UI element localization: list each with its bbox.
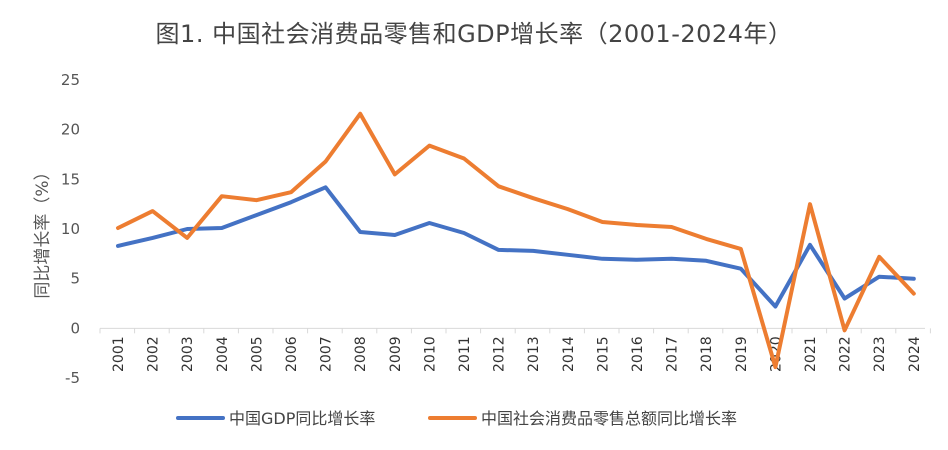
x-tick-label: 2008 <box>353 336 369 372</box>
y-axis-ticks: 25 20 15 10 5 0 -5 <box>61 71 80 387</box>
series-lines <box>116 111 916 370</box>
x-tick-label: 2018 <box>699 336 715 372</box>
x-tick-label: 2003 <box>180 336 196 372</box>
x-tick-label: 2011 <box>457 336 473 372</box>
x-tick-label: 2004 <box>215 336 231 372</box>
y-tick-label: 25 <box>61 71 80 89</box>
series-line-2 <box>116 111 916 370</box>
x-tick-label: 2021 <box>803 336 819 372</box>
x-tick-label: 2001 <box>111 336 127 372</box>
legend: 中国GDP同比增长率 中国社会消费品零售总额同比增长率 <box>176 409 737 428</box>
x-tick-label: 2015 <box>595 336 611 372</box>
x-tick-label: 2006 <box>284 336 300 372</box>
series-line-1 <box>116 185 916 309</box>
x-tick-label: 2007 <box>319 336 335 372</box>
y-tick-label: 0 <box>70 319 80 337</box>
chart-title: 图1. 中国社会消费品零售和GDP增长率（2001-2024年） <box>155 20 793 48</box>
x-tick-label: 2016 <box>630 336 646 372</box>
x-tick-label: 2017 <box>665 336 681 372</box>
x-tick-label: 2022 <box>838 336 854 372</box>
x-tick-label: 2014 <box>561 336 577 372</box>
x-tick-label: 2023 <box>872 336 888 372</box>
x-tick-label: 2009 <box>388 336 404 372</box>
y-tick-label: 20 <box>61 121 80 139</box>
x-tick-label: 2010 <box>422 336 438 372</box>
y-axis-label: 同比增长率（%） <box>33 163 53 298</box>
x-tick-label: 2002 <box>146 336 162 372</box>
y-tick-label: 15 <box>61 170 80 188</box>
legend-label: 中国GDP同比增长率 <box>229 409 375 428</box>
x-tick-label: 2012 <box>492 336 508 372</box>
x-axis-ticks: 2001 2002 2003 2004 2005 2006 2007 2008 2009 2010… <box>111 336 923 372</box>
y-tick-label: 10 <box>61 220 80 238</box>
y-tick-label: 5 <box>70 270 80 288</box>
x-axis <box>99 327 931 334</box>
x-tick-label: 2013 <box>526 336 542 372</box>
x-tick-label: 2019 <box>734 336 750 372</box>
x-tick-label: 2024 <box>907 336 923 372</box>
legend-label: 中国社会消费品零售总额同比增长率 <box>481 409 737 428</box>
y-tick-label: -5 <box>65 369 80 387</box>
x-tick-label: 2005 <box>249 336 265 372</box>
